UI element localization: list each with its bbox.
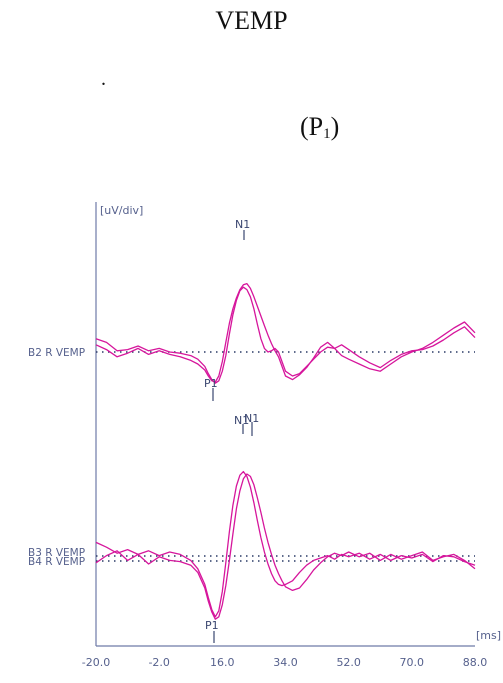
panel-1-peak-marker-p1: P1 xyxy=(204,377,218,401)
panel-2-peak-marker-p1: P1 xyxy=(205,619,219,643)
panel-1-p1-label: P1 xyxy=(204,377,218,390)
vemp-chart: [uV/div] [ms] B2 R VEMP N1 P1 B3 R VEMP … xyxy=(28,202,501,669)
x-tick-label: -20.0 xyxy=(82,656,110,669)
panel-2-trace-1 xyxy=(95,470,476,618)
x-tick-label: 16.0 xyxy=(210,656,235,669)
panel-2-peak-marker-n1-b: N1 xyxy=(244,412,259,436)
page-title: VEMP xyxy=(215,6,288,35)
peak-label-subscript: 1 xyxy=(323,126,331,142)
panel-1-traces xyxy=(95,282,476,384)
x-tick-label: 34.0 xyxy=(273,656,298,669)
y-axis-label: [uV/div] xyxy=(100,204,143,217)
panel-2-channel-label-a: B3 R VEMP xyxy=(28,547,85,559)
panel-1-n1-label: N1 xyxy=(235,218,250,231)
panel-2: B3 R VEMP B4 R VEMP N1 N1 P1 xyxy=(28,412,476,643)
panel-1-trace-1 xyxy=(95,286,476,384)
panel-2-p1-label: P1 xyxy=(205,619,219,632)
x-tick-label: 70.0 xyxy=(400,656,425,669)
panel-1-channel-label: B2 R VEMP xyxy=(28,347,85,359)
panel-2-peak-marker-n1-a: N1 xyxy=(234,414,249,434)
panel-2-traces xyxy=(95,470,476,620)
panel-2-trace-2 xyxy=(95,473,476,620)
x-tick-label: 52.0 xyxy=(336,656,361,669)
peak-label-close: ) xyxy=(330,112,340,141)
panel-1-trace-2 xyxy=(95,282,476,383)
axes xyxy=(95,202,475,647)
x-tick-label: 88.0 xyxy=(463,656,488,669)
x-tick-label: -2.0 xyxy=(148,656,169,669)
peak-label-main: (P xyxy=(300,112,324,141)
peak-label: (P1) xyxy=(300,112,339,143)
panel-2-n1-a-label: N1 xyxy=(234,414,249,427)
panel-1: B2 R VEMP N1 P1 xyxy=(28,218,476,401)
x-tick-labels: -20.0 -2.0 16.0 34.0 52.0 70.0 88.0 xyxy=(82,656,487,669)
x-axis-label: [ms] xyxy=(476,629,501,642)
panel-2-channel-label-b: B4 R VEMP xyxy=(28,556,85,568)
text-dot: . xyxy=(101,68,106,90)
panel-2-n1-b-label: N1 xyxy=(244,412,259,425)
panel-1-peak-marker-n1: N1 xyxy=(235,218,250,240)
